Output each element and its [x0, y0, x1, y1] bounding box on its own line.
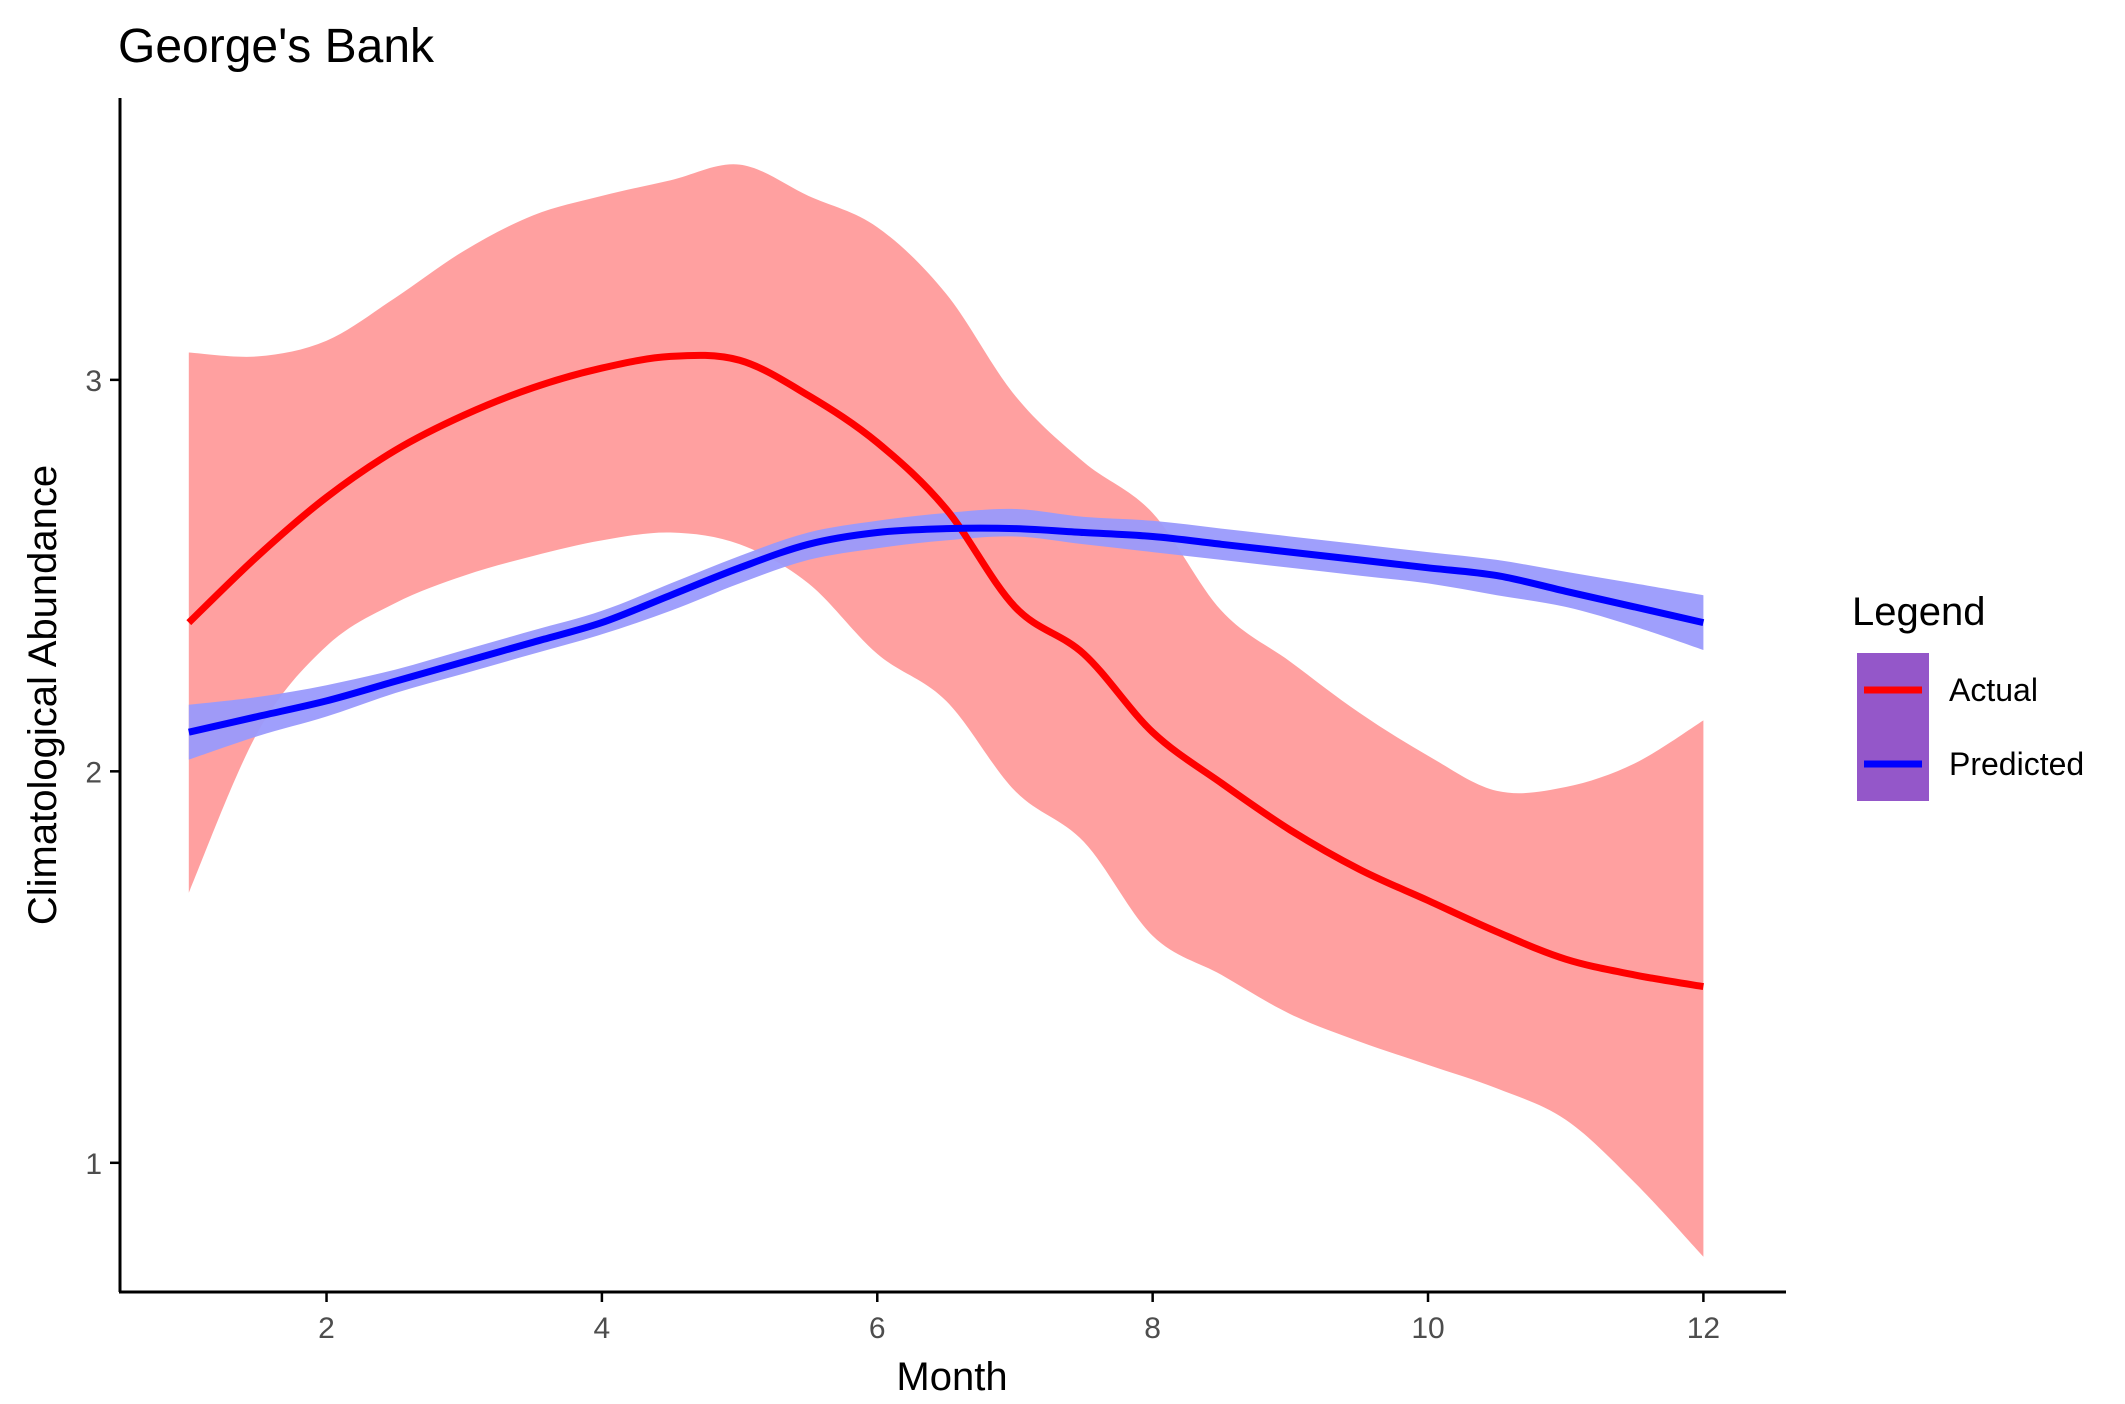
legend-entries: Actual Predicted	[1857, 653, 2084, 801]
confidence-bands	[188, 164, 1704, 1257]
x-tick-label: 12	[1687, 1312, 1720, 1345]
band-predicted	[188, 508, 1704, 760]
band-actual	[188, 164, 1704, 1257]
y-tick-label: 2	[85, 756, 102, 789]
series-lines	[186, 351, 1705, 991]
line-predicted	[188, 524, 1705, 736]
x-tick-label: 4	[594, 1312, 611, 1345]
x-tick-label: 2	[318, 1312, 335, 1345]
x-tick-label: 8	[1144, 1312, 1161, 1345]
plot-area	[186, 164, 1705, 1257]
legend-title: Legend	[1852, 590, 1985, 634]
legend-label-predicted: Predicted	[1949, 746, 2084, 782]
x-tick-label: 6	[869, 1312, 886, 1345]
chart-title: George's Bank	[118, 20, 435, 73]
y-axis-title: Climatological Abundance	[21, 465, 65, 925]
x-axis-title: Month	[896, 1355, 1007, 1399]
y-tick-label: 3	[85, 365, 102, 398]
y-tick-label: 1	[85, 1148, 102, 1181]
x-tick-label: 10	[1411, 1312, 1444, 1345]
legend-label-actual: Actual	[1949, 672, 2038, 708]
y-axis-ticks: 1 2 3	[85, 365, 120, 1181]
legend: Legend Actual Predicted	[1852, 590, 2084, 801]
line-actual	[186, 351, 1704, 991]
x-axis-ticks: 2 4 6 8 10 12	[318, 1292, 1720, 1345]
